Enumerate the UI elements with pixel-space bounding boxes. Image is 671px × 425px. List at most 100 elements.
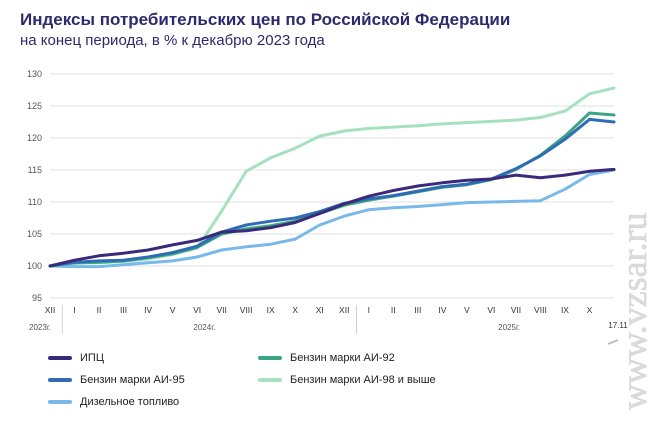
watermark-text: www.vzsar.ru [618, 212, 654, 410]
y-tick-label: 120 [27, 133, 42, 143]
data-point [122, 259, 125, 262]
data-point [563, 188, 567, 191]
data-point [294, 237, 297, 241]
legend-item: Бензин марки АИ-95 [48, 372, 185, 388]
data-point [244, 229, 248, 232]
series-line [48, 117, 616, 268]
legend-label: Бензин марки АИ-92 [290, 352, 395, 364]
data-point [269, 226, 272, 229]
x-tick-label: V [464, 305, 470, 315]
x-tick-label: XII [339, 305, 349, 315]
data-point [146, 255, 150, 259]
data-point [416, 184, 420, 188]
x-tick-label: IV [438, 305, 446, 315]
data-point [539, 199, 542, 202]
data-point [146, 261, 150, 264]
data-point [441, 122, 444, 126]
x-tick-label: VI [193, 305, 201, 315]
y-tick-label: 125 [27, 101, 42, 111]
x-tick-label: I [368, 305, 370, 315]
data-point [269, 243, 272, 246]
data-point [392, 125, 395, 129]
data-point [244, 170, 248, 173]
data-point [122, 263, 125, 266]
data-point [195, 255, 199, 259]
x-tick-label: X [292, 305, 298, 315]
x-tick-label: VII [511, 305, 521, 315]
year-label: 2024г. [193, 323, 215, 332]
legend-item: Дизельное топливо [48, 394, 179, 410]
watermark: www.vzsar.ru [618, 212, 654, 410]
data-point [220, 248, 223, 252]
data-point [539, 154, 542, 158]
x-tick-label: VII [216, 305, 226, 315]
data-point [244, 223, 248, 227]
data-point [318, 223, 321, 227]
data-point [220, 209, 223, 213]
x-tick-label: V [170, 305, 176, 315]
data-point [588, 92, 591, 96]
data-point [490, 177, 493, 181]
x-tick-label: III [120, 305, 127, 315]
data-point [612, 120, 616, 124]
data-point [367, 208, 370, 211]
data-point [563, 138, 567, 141]
data-point [612, 113, 616, 117]
y-tick-label: 115 [28, 165, 42, 175]
data-point [392, 194, 395, 197]
data-point [171, 243, 174, 247]
legend-swatch [258, 356, 282, 360]
data-point [416, 124, 420, 128]
x-tick-label: II [97, 305, 102, 315]
legend-label: Бензин марки АИ-98 и выше [290, 374, 436, 386]
data-point [441, 181, 444, 184]
x-tick-label: IX [561, 305, 569, 315]
data-point [563, 173, 567, 177]
data-point [195, 244, 199, 248]
legend-item: Бензин марки АИ-92 [258, 350, 395, 366]
x-tick-label: X [587, 305, 593, 315]
data-point [269, 156, 272, 160]
data-point [392, 189, 395, 192]
data-point [343, 129, 346, 133]
data-point [244, 245, 248, 248]
data-point [97, 265, 101, 268]
x-tick-label: XI [316, 305, 324, 315]
legend-item: Бензин марки АИ-98 и выше [258, 372, 436, 388]
data-point [514, 118, 518, 122]
x-tick-label: II [391, 305, 396, 315]
data-point [367, 195, 370, 198]
data-point [367, 127, 370, 130]
data-point [465, 121, 469, 124]
data-point [465, 179, 469, 182]
x-tick-label: IX [267, 305, 275, 315]
data-point [343, 202, 346, 206]
data-point [97, 259, 101, 263]
data-point [294, 221, 297, 224]
x-tick-label: VIII [240, 305, 253, 315]
year-label: 2023г. [29, 323, 51, 332]
data-point [612, 86, 616, 90]
x-tick-label: I [73, 305, 75, 315]
data-point [171, 251, 174, 254]
x-tick-label: III [414, 305, 421, 315]
x-tick-label: VIII [534, 305, 547, 315]
data-point [195, 239, 199, 242]
chart-subtitle: на конец периода, в % к декабрю 2023 год… [20, 32, 325, 49]
legend-label: Дизельное топливо [80, 396, 180, 408]
data-point [490, 200, 493, 204]
data-point [122, 252, 125, 255]
legend-swatch [48, 356, 72, 360]
legend-label: Бензин марки АИ-95 [80, 374, 185, 386]
x-tick-label: IV [144, 305, 152, 315]
data-point [588, 111, 591, 115]
legend-swatch [48, 378, 72, 382]
data-point [73, 259, 76, 262]
data-point [588, 118, 591, 121]
data-point [294, 216, 297, 220]
data-point [514, 167, 518, 170]
data-point [97, 254, 101, 257]
data-point [490, 120, 493, 123]
series-line [48, 168, 616, 269]
